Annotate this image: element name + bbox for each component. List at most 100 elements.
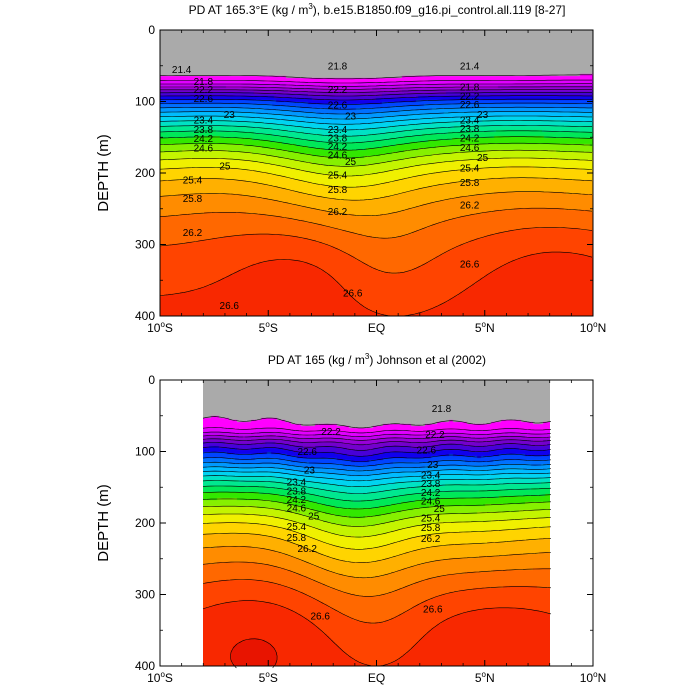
y-tick-label: 0 bbox=[148, 23, 155, 37]
y-tick-label: 200 bbox=[135, 166, 155, 180]
chart-title: PD AT 165 (kg / m3) Johnson et al (2002) bbox=[268, 352, 486, 367]
contour-label: 25.8 bbox=[287, 533, 307, 544]
contour-label: 22.6 bbox=[328, 101, 348, 112]
panel-observations: PD AT 165 (kg / m3) Johnson et al (2002)… bbox=[95, 352, 606, 685]
y-tick-label: 200 bbox=[135, 516, 155, 530]
contour-label: 25.8 bbox=[460, 178, 480, 189]
contour-line-21.6 bbox=[202, 427, 552, 434]
contour-line-22.2 bbox=[160, 89, 592, 93]
contour-label: 22.2 bbox=[194, 85, 214, 96]
contour-line-22.6 bbox=[160, 95, 592, 101]
contour-line-25.2 bbox=[159, 166, 593, 188]
contour-line-23.2 bbox=[202, 461, 552, 472]
contour-line-25.8 bbox=[159, 207, 593, 239]
contour-label: 23 bbox=[477, 110, 489, 121]
x-tick-label: EQ bbox=[368, 671, 385, 685]
contour-label: 21.4 bbox=[172, 65, 192, 76]
contour-label: 25 bbox=[477, 153, 489, 164]
chart-title: PD AT 165.3°E (kg / m3), b.e15.B1850.f09… bbox=[189, 2, 566, 17]
contour-label: 25.8 bbox=[183, 194, 203, 205]
plot-area: 21.822.222.62323.423.824.224.62525.425.8… bbox=[135, 373, 606, 685]
contour-label: 25 bbox=[308, 511, 320, 522]
contour-label: 25 bbox=[219, 161, 231, 172]
contour-lines bbox=[159, 74, 593, 317]
contour-label: 25.8 bbox=[421, 523, 441, 534]
y-axis-label: DEPTH (m) bbox=[95, 484, 112, 562]
contour-label: 24.2 bbox=[460, 133, 480, 144]
contour-line-26.4 bbox=[230, 638, 278, 669]
contour-label: 24.2 bbox=[287, 495, 307, 506]
x-axis: 10oS 5oS EQ 5oN 10oN bbox=[147, 380, 606, 685]
contour-label: 25.4 bbox=[460, 163, 480, 174]
contour-labels: 21.421.822.222.62323.423.824.224.62525.4… bbox=[172, 61, 489, 312]
y-tick-label: 400 bbox=[135, 309, 155, 323]
density-field bbox=[203, 380, 550, 666]
contour-label: 23.4 bbox=[328, 125, 348, 136]
contour-line-22 bbox=[202, 435, 552, 441]
contour-line-24.8 bbox=[159, 149, 593, 167]
contour-line-26.2 bbox=[202, 600, 552, 667]
y-tick-label: 100 bbox=[135, 95, 155, 109]
contour-line-23.4 bbox=[202, 466, 552, 476]
contour-label: 23.8 bbox=[194, 125, 214, 136]
x-tick-label: 10oS bbox=[147, 670, 173, 685]
contour-line-25.6 bbox=[202, 546, 552, 579]
contour-label: 23 bbox=[224, 110, 236, 121]
contour-line-21.6 bbox=[160, 79, 592, 84]
contour-label: 26.2 bbox=[183, 228, 203, 239]
x-tick-label: 10oS bbox=[147, 320, 173, 335]
contour-line-22.6 bbox=[202, 446, 552, 457]
x-tick-label: 5oS bbox=[259, 670, 278, 685]
contour-label: 23.4 bbox=[421, 471, 441, 482]
contour-label: 22.6 bbox=[417, 446, 437, 457]
y-tick-label: 0 bbox=[148, 373, 155, 387]
contour-line-25 bbox=[159, 157, 593, 177]
contour-label: 23.4 bbox=[194, 116, 214, 127]
contour-label: 26.6 bbox=[423, 604, 443, 615]
contour-label: 21.8 bbox=[194, 77, 214, 88]
contour-label: 23 bbox=[304, 466, 316, 477]
contour-line-24.2 bbox=[159, 130, 593, 144]
contour-label: 25.4 bbox=[287, 522, 307, 533]
contour-line-24.8 bbox=[202, 505, 552, 527]
contour-label: 24.6 bbox=[421, 496, 441, 507]
contour-label: 22.2 bbox=[328, 85, 348, 96]
contour-label: 26.6 bbox=[220, 301, 240, 312]
contour-line-24.2 bbox=[202, 485, 552, 502]
contour-label: 22.2 bbox=[425, 430, 445, 441]
contour-lines bbox=[202, 416, 552, 669]
contour-line-25 bbox=[202, 513, 552, 538]
x-tick-label: 5oN bbox=[475, 670, 495, 685]
contour-label: 21.8 bbox=[460, 83, 480, 94]
contour-label: 26.2 bbox=[297, 544, 317, 555]
contour-label: 22.6 bbox=[460, 100, 480, 111]
contour-label: 24.6 bbox=[287, 503, 307, 514]
contour-label: 23.8 bbox=[328, 133, 348, 144]
contour-line-24.6 bbox=[159, 142, 593, 159]
contour-line-23 bbox=[159, 102, 592, 110]
contour-label: 24.6 bbox=[460, 143, 480, 154]
y-tick-label: 300 bbox=[135, 588, 155, 602]
plot-area: 21.421.822.222.62323.423.824.224.62525.4… bbox=[135, 23, 606, 335]
contour-line-23.8 bbox=[159, 120, 592, 131]
contour-line-23.6 bbox=[202, 470, 552, 482]
contour-line-23 bbox=[202, 457, 552, 467]
contour-label: 26.6 bbox=[343, 289, 363, 300]
contour-line-25.4 bbox=[159, 177, 593, 201]
x-tick-label: EQ bbox=[368, 321, 385, 335]
contour-label: 24.2 bbox=[421, 488, 441, 499]
contour-line-25.4 bbox=[202, 532, 552, 563]
contour-line-22.8 bbox=[159, 98, 592, 105]
contour-line-22.4 bbox=[160, 92, 592, 97]
y-axis-label: DEPTH (m) bbox=[95, 134, 112, 212]
y-tick-label: 100 bbox=[135, 445, 155, 459]
contour-label: 23.4 bbox=[460, 116, 480, 127]
contour-label: 23.4 bbox=[287, 478, 307, 489]
contour-label: 25.8 bbox=[328, 185, 348, 196]
contour-line-21.4 bbox=[160, 74, 592, 80]
contour-label: 26.6 bbox=[460, 259, 480, 270]
contour-label: 22.6 bbox=[297, 447, 317, 458]
x-tick-label: 5oS bbox=[259, 320, 278, 335]
y-tick-label: 300 bbox=[135, 238, 155, 252]
contour-line-22.8 bbox=[202, 451, 552, 462]
